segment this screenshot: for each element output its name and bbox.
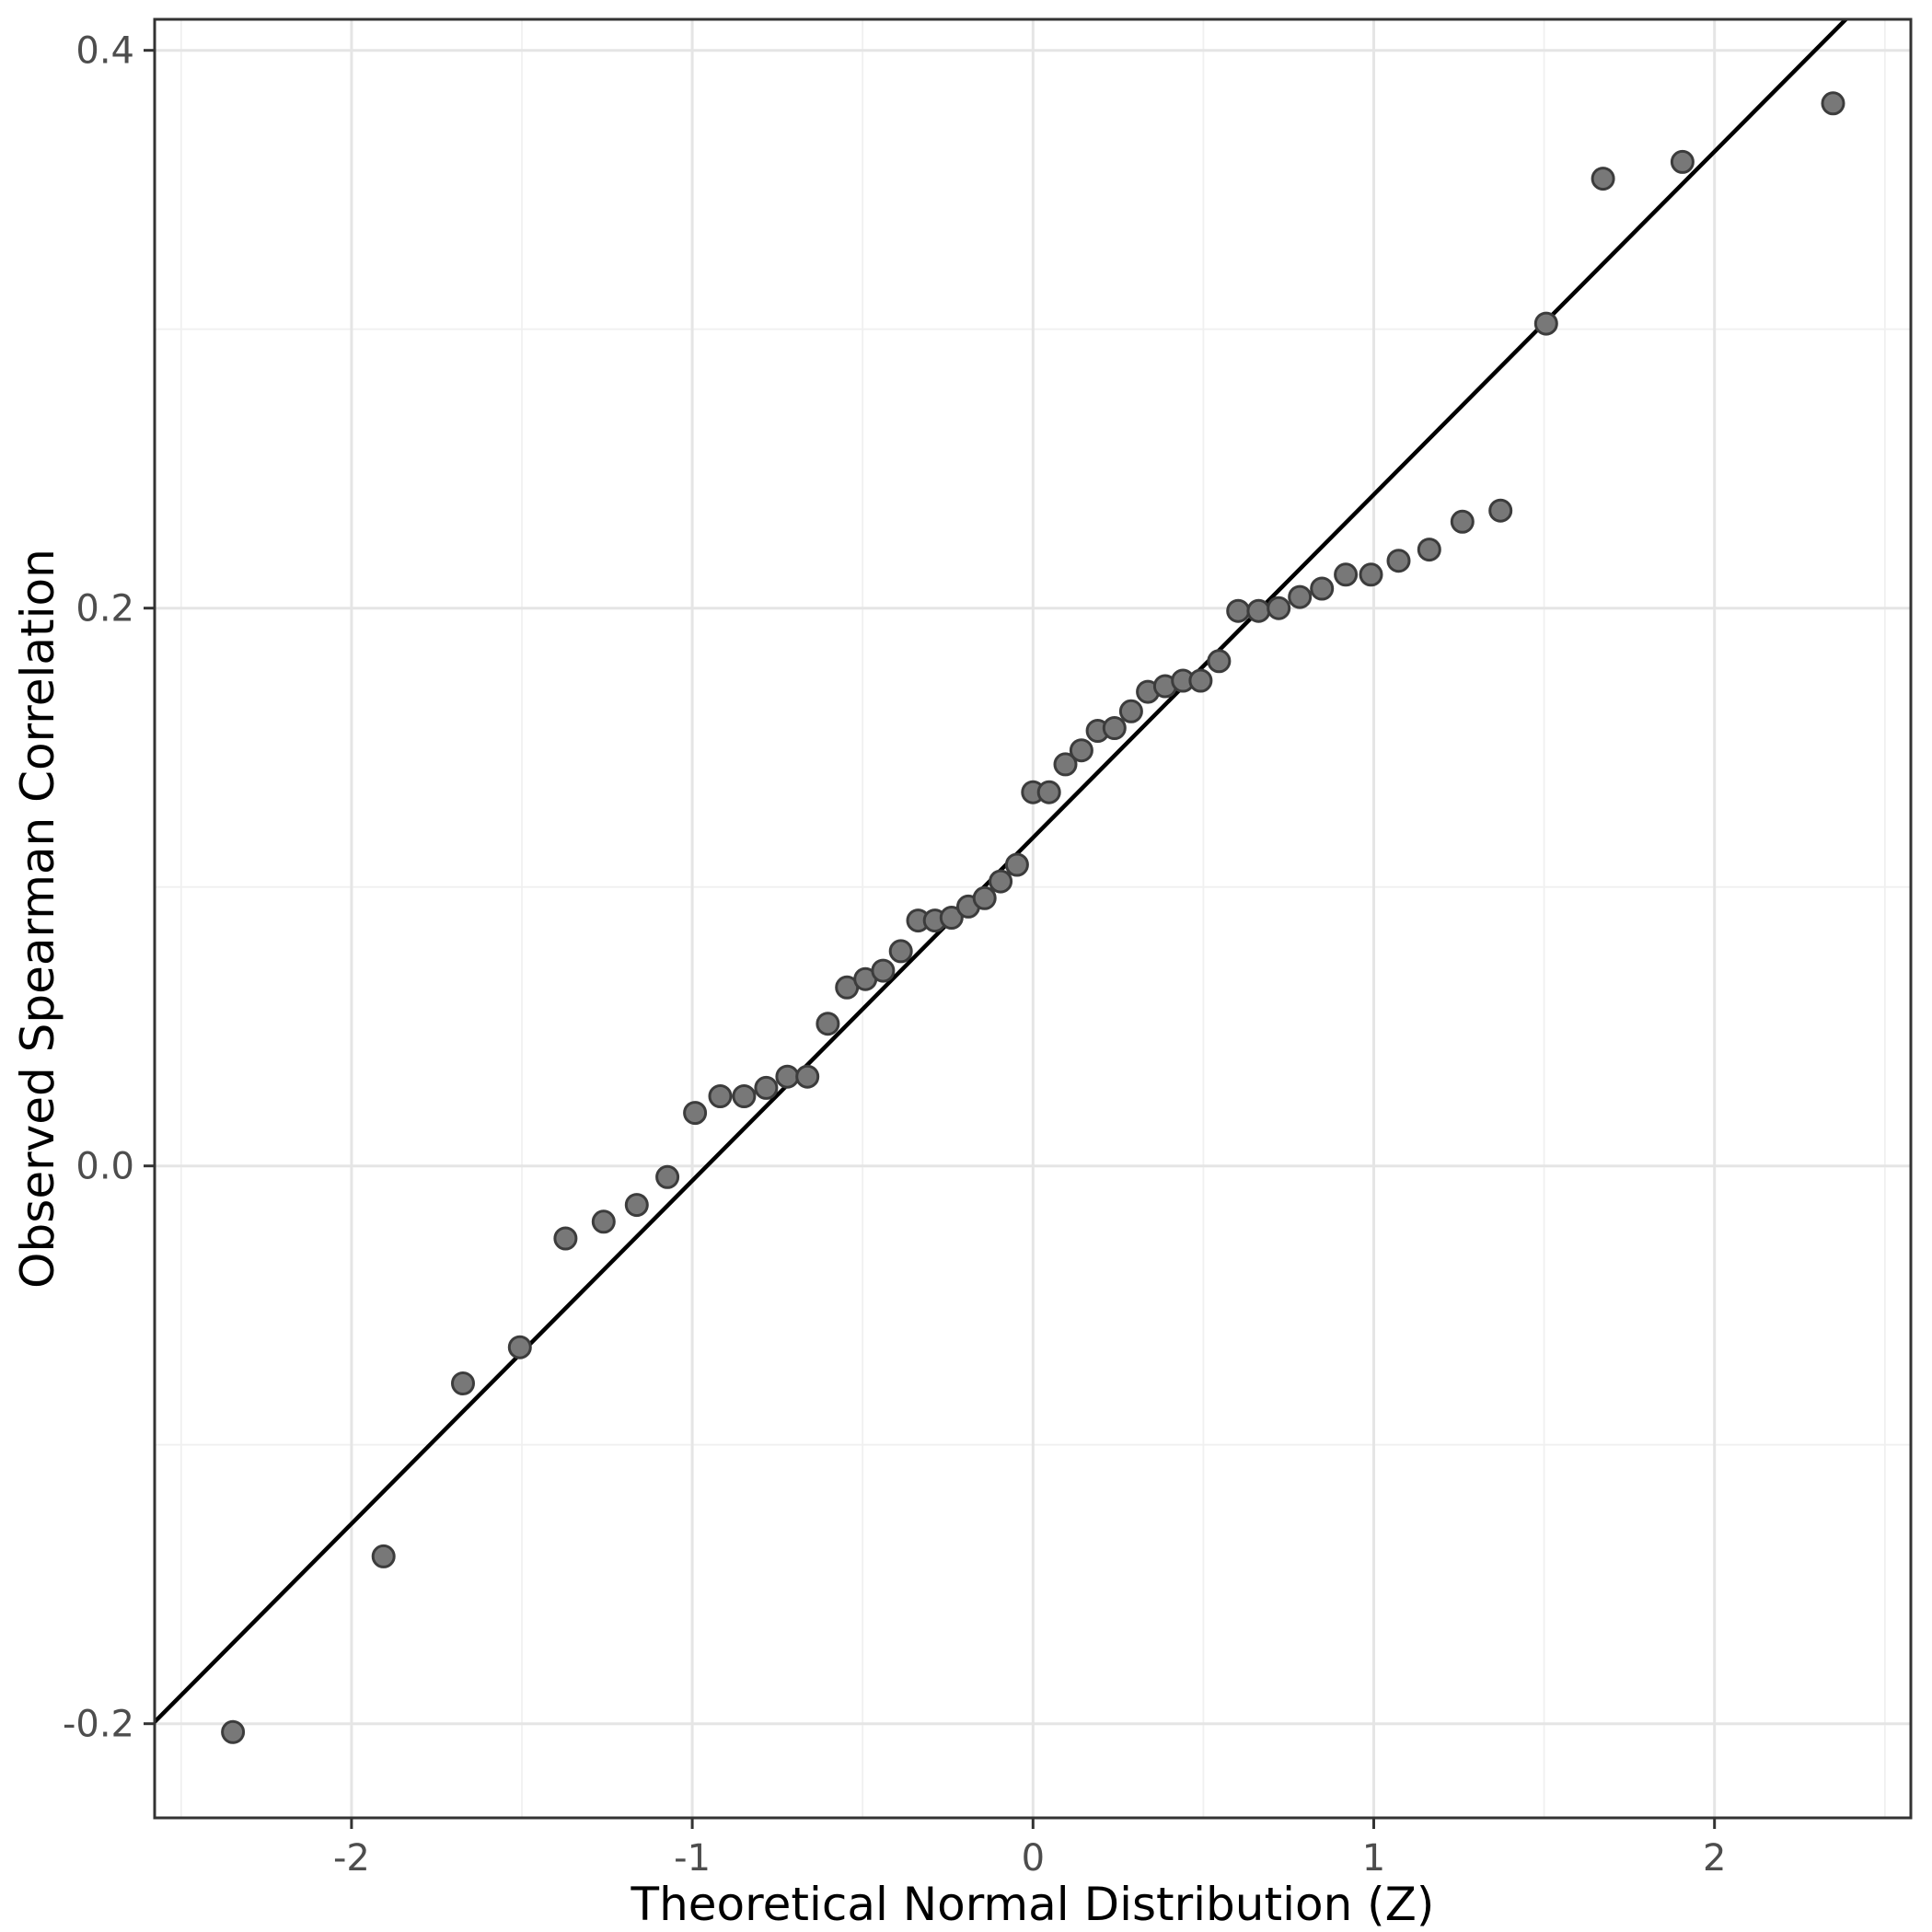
data-point — [1821, 91, 1845, 116]
data-point — [1533, 311, 1558, 336]
data-point — [1591, 167, 1615, 191]
data-point — [775, 1064, 800, 1089]
data-point — [1359, 562, 1383, 587]
y-tick-label: 0.4 — [75, 30, 134, 73]
data-point — [624, 1193, 649, 1218]
y-tick-label: 0.2 — [75, 588, 134, 631]
data-point — [1334, 562, 1359, 587]
minor-gridlines — [155, 19, 1911, 1818]
y-tick-label: -0.2 — [63, 1704, 134, 1746]
data-point — [1488, 498, 1513, 523]
data-point — [683, 1101, 708, 1126]
data-point — [507, 1335, 532, 1359]
data-point — [939, 906, 964, 930]
x-tick-label: 2 — [1703, 1837, 1726, 1880]
data-point — [1207, 649, 1232, 674]
data-point — [1102, 716, 1127, 740]
data-point — [1417, 538, 1441, 562]
data-point — [1004, 852, 1029, 877]
data-point — [1310, 576, 1335, 601]
data-point — [732, 1084, 757, 1108]
y-axis-title: Observed Spearman Correlation — [11, 549, 64, 1289]
data-point — [451, 1371, 475, 1395]
data-point — [1450, 509, 1475, 534]
data-point — [1288, 584, 1313, 609]
data-point — [795, 1064, 820, 1089]
data-point — [1069, 738, 1093, 763]
data-point — [553, 1226, 578, 1251]
data-point — [871, 958, 896, 983]
data-point — [1267, 596, 1291, 620]
x-tick-label: -2 — [333, 1837, 370, 1880]
x-tick-label: 1 — [1362, 1837, 1385, 1880]
major-gridlines — [155, 19, 1911, 1818]
data-point — [655, 1164, 680, 1189]
data-point — [1386, 549, 1411, 573]
x-axis-title: Theoretical Normal Distribution (Z) — [631, 1878, 1435, 1931]
data-point — [221, 1719, 246, 1744]
data-point — [888, 939, 913, 964]
x-tick-label: 0 — [1022, 1837, 1045, 1880]
data-point — [708, 1084, 733, 1108]
scatter-points — [221, 91, 1845, 1744]
data-point — [754, 1075, 779, 1100]
y-axis-tick-labels: -0.2 0.0 0.2 0.4 — [63, 30, 134, 1746]
data-point — [1226, 598, 1251, 623]
data-point — [1188, 668, 1213, 693]
data-point — [1246, 598, 1271, 623]
data-point — [1036, 780, 1061, 804]
reference-line — [155, 19, 1849, 1724]
x-tick-label: -1 — [674, 1837, 711, 1880]
data-point — [591, 1209, 616, 1234]
y-tick-label: 0.0 — [75, 1146, 134, 1188]
data-point — [1053, 752, 1078, 777]
data-point — [989, 869, 1013, 894]
y-axis-ticks — [144, 49, 155, 1726]
data-point — [1670, 149, 1695, 174]
x-axis-tick-labels: -2 -1 0 1 2 — [333, 1837, 1726, 1880]
data-point — [1118, 699, 1143, 723]
data-point — [816, 1012, 840, 1036]
data-point — [972, 885, 997, 910]
x-axis-ticks — [350, 1818, 1717, 1829]
data-point — [371, 1544, 396, 1568]
